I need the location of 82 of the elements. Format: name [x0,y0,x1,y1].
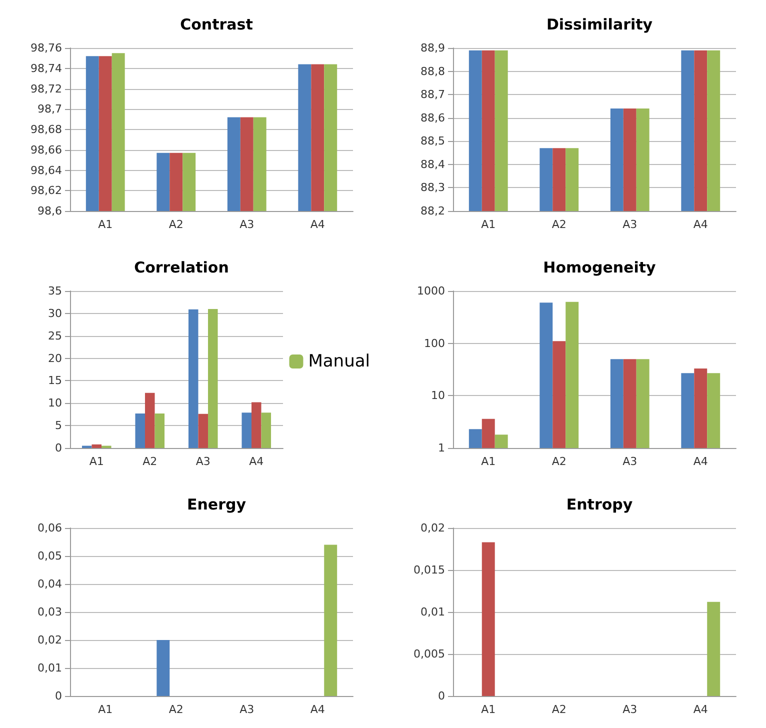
y-tick-label: 0,06 [38,522,62,534]
x-tick-label: A2 [552,218,566,231]
y-tick-label: 0,015 [414,564,445,576]
bar [242,412,252,448]
y-tick-label: 15 [48,374,62,388]
bar [92,444,102,448]
x-tick-label: A2 [142,455,158,468]
x-tick-label: A2 [168,218,184,231]
y-tick-label: 98,68 [30,123,62,136]
y-tick-label: 88,2 [420,204,445,218]
x-tick-label: A3 [196,455,210,468]
y-tick-label: 98,74 [30,62,62,75]
bar [208,308,218,448]
y-tick-label: 0,01 [38,662,62,674]
y-tick-label: 88,8 [420,64,445,78]
x-tick-label: A4 [693,703,708,716]
y-tick-label: 0,005 [414,648,445,660]
x-tick-label: A3 [240,218,254,231]
x-tick-label: A3 [240,703,254,716]
chart-title: Contrast [180,16,253,34]
y-tick-label: 98,66 [30,143,62,156]
bar [188,309,198,448]
y-tick-label: 98,62 [30,184,62,198]
y-tick-label: 0,02 [38,634,62,646]
y-tick-label: 98,76 [30,42,62,54]
y-tick-label: 88,5 [420,134,445,148]
y-tick-label: 88,7 [420,88,445,102]
y-tick-label: 0,01 [420,606,445,618]
y-tick-label: 25 [48,329,62,342]
chart-title: Entropy [566,496,633,514]
y-tick-label: 88,4 [420,158,445,171]
x-tick-label: A4 [249,455,264,468]
y-tick-label: 98,72 [30,82,62,96]
y-tick-label: 0 [55,690,62,702]
x-tick-label: A1 [98,703,113,716]
y-tick-label: 88,3 [420,181,445,194]
x-tick-label: A1 [481,455,496,468]
y-tick-label: 10 [431,389,445,402]
legend-label: Manual [308,352,370,372]
bar [198,414,208,448]
y-tick-label: 1000 [417,284,445,298]
x-tick-label: A4 [693,218,708,231]
x-tick-label: A4 [310,703,325,716]
y-tick-label: 10 [48,396,62,410]
y-tick-label: 35 [48,284,62,298]
y-tick-label: 0,05 [38,550,62,562]
x-tick-label: A4 [693,455,708,468]
y-tick-label: 20 [48,352,62,365]
y-tick-label: 1 [438,442,445,454]
bar [154,413,165,448]
x-tick-label: A3 [622,218,638,231]
x-tick-label: A1 [89,455,104,468]
chart-title: Correlation [134,258,229,276]
x-tick-label: A1 [481,703,496,716]
x-tick-label: A3 [622,703,638,716]
x-tick-label: A2 [552,455,566,468]
y-tick-label: 98,7 [38,102,62,116]
y-tick-label: 0,04 [38,578,62,590]
y-tick-label: 98,6 [38,204,62,218]
y-tick-label: 5 [55,419,62,432]
y-tick-label: 100 [424,336,445,350]
chart-title: Dissimilarity [546,16,653,34]
bar [261,412,272,448]
x-tick-label: A4 [310,218,325,231]
y-tick-label: 0 [55,442,62,454]
bar [144,392,155,448]
y-tick-label: 0,02 [420,522,445,534]
x-tick-label: A1 [98,218,113,231]
x-tick-label: A3 [622,455,638,468]
x-tick-label: A2 [552,703,566,716]
y-tick-label: 30 [48,306,62,320]
chart-title: Energy [186,496,246,514]
y-tick-label: 98,64 [30,164,62,177]
y-tick-label: 0 [438,690,445,702]
chart-title: Homogeneity [543,258,656,276]
bar [251,402,262,448]
y-tick-label: 88,6 [420,111,445,124]
x-tick-label: A2 [168,703,184,716]
x-tick-label: A1 [481,218,496,231]
bar [135,413,145,448]
y-tick-label: 0,03 [38,606,62,618]
y-tick-label: 88,9 [420,42,445,54]
